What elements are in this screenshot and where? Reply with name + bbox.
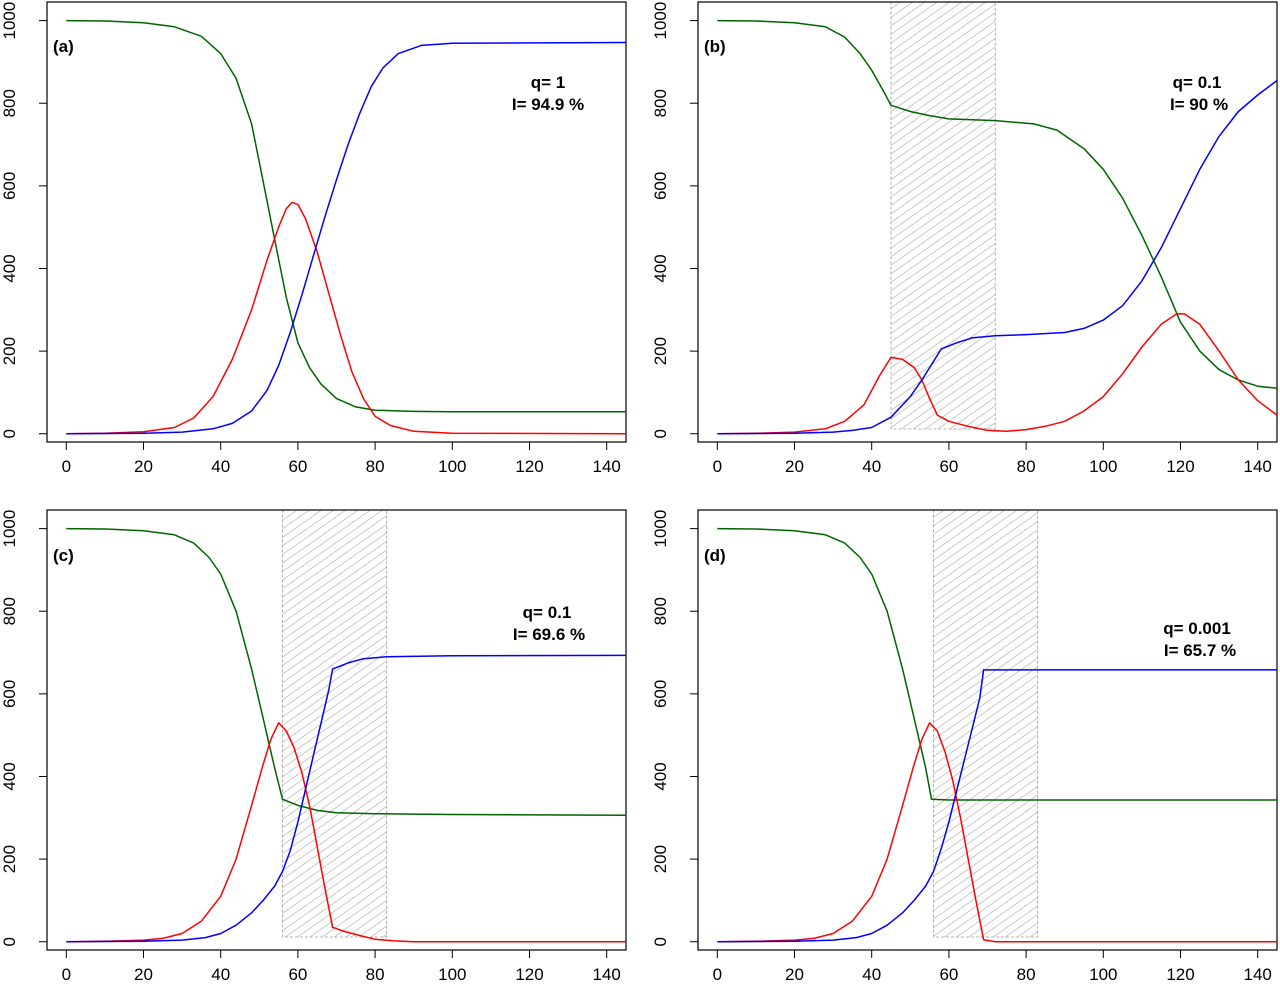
y-tick-label: 200 xyxy=(651,845,670,873)
x-tick-label: 60 xyxy=(939,965,958,984)
plot-frame xyxy=(697,1,1278,443)
y-tick-label: 800 xyxy=(0,597,19,625)
x-tick-label: 60 xyxy=(939,457,958,476)
x-tick-label: 0 xyxy=(713,965,722,984)
x-tick-label: 140 xyxy=(593,457,621,476)
x-tick-label: 20 xyxy=(134,457,153,476)
x-tick-label: 80 xyxy=(366,965,385,984)
y-tick-label: 400 xyxy=(0,762,19,790)
series-line-I xyxy=(66,722,626,943)
series-line-I xyxy=(66,201,627,435)
x-tick-label: 80 xyxy=(366,457,385,476)
series-line-S xyxy=(66,527,627,817)
x-tick-label: 80 xyxy=(1017,965,1036,984)
y-tick-label: 1000 xyxy=(651,510,670,548)
panel-a: (a) q= 1 I= 94.9 % 0 20 40 60 80 100 120 140 0 20… xyxy=(0,1,627,476)
panel-label: (c) xyxy=(53,546,74,565)
q-annotation: q= 0.001 xyxy=(1163,619,1231,638)
y-tick-label: 1000 xyxy=(0,2,19,40)
x-tick-label: 100 xyxy=(1089,457,1117,476)
series-line-R xyxy=(66,41,627,435)
q-annotation: q= 0.1 xyxy=(523,603,572,622)
y-tick-label: 1000 xyxy=(0,510,19,548)
x-tick-label: 40 xyxy=(862,457,881,476)
x-tick-label: 40 xyxy=(211,965,230,984)
x-tick-label: 40 xyxy=(862,965,881,984)
q-annotation: q= 1 xyxy=(531,73,566,92)
x-tick-label: 60 xyxy=(288,457,307,476)
x-tick-label: 140 xyxy=(593,965,621,984)
y-tick-label: 0 xyxy=(0,937,19,946)
x-tick-label: 120 xyxy=(515,965,543,984)
series-line-R xyxy=(717,79,1278,435)
y-tick-label: 400 xyxy=(651,762,670,790)
infection-annotation: I= 94.9 % xyxy=(512,95,584,114)
y-tick-label: 1000 xyxy=(651,2,670,40)
x-tick-label: 120 xyxy=(1166,965,1194,984)
shaded-interval xyxy=(890,1,996,430)
panel-b: (b) q= 0.1 I= 90 % 0 20 40 60 80 100 120 140 0 20… xyxy=(651,1,1278,476)
y-tick-label: 600 xyxy=(0,172,19,200)
x-tick-label: 0 xyxy=(62,457,71,476)
x-tick-label: 120 xyxy=(1166,457,1194,476)
y-tick-label: 600 xyxy=(651,680,670,708)
panel-label: (d) xyxy=(704,546,726,565)
x-tick-label: 100 xyxy=(1089,965,1117,984)
x-tick-label: 0 xyxy=(713,457,722,476)
y-tick-label: 800 xyxy=(651,89,670,117)
x-tick-label: 100 xyxy=(438,965,466,984)
x-tick-label: 40 xyxy=(211,457,230,476)
series-line-R xyxy=(66,654,627,943)
series-line-I xyxy=(717,722,1277,943)
series-line-R xyxy=(717,669,1277,943)
y-tick-label: 800 xyxy=(0,89,19,117)
y-tick-label: 400 xyxy=(651,254,670,282)
x-tick-label: 120 xyxy=(515,457,543,476)
y-tick-label: 200 xyxy=(0,337,19,365)
y-tick-label: 0 xyxy=(0,429,19,438)
panel-d: (d) q= 0.001 I= 65.7 % 0 20 40 60 80 100 120 14… xyxy=(651,509,1278,984)
plot-frame xyxy=(697,509,1278,951)
x-tick-label: 80 xyxy=(1017,457,1036,476)
infection-annotation: I= 90 % xyxy=(1170,95,1228,114)
x-tick-label: 20 xyxy=(785,457,804,476)
panel-label: (b) xyxy=(704,37,726,56)
x-tick-label: 20 xyxy=(785,965,804,984)
y-tick-label: 200 xyxy=(0,845,19,873)
y-tick-label: 0 xyxy=(651,937,670,946)
y-tick-label: 800 xyxy=(651,597,670,625)
shaded-interval xyxy=(933,509,1039,938)
y-tick-label: 0 xyxy=(651,429,670,438)
panel-label: (a) xyxy=(53,37,74,56)
y-tick-label: 600 xyxy=(651,172,670,200)
x-tick-label: 60 xyxy=(288,965,307,984)
series-line-S xyxy=(66,19,626,413)
panel-c: (c) q= 0.1 I= 69.6 % 0 20 40 60 80 100 120 140 0… xyxy=(0,509,627,984)
x-tick-label: 140 xyxy=(1244,457,1272,476)
y-tick-label: 400 xyxy=(0,254,19,282)
shaded-interval xyxy=(282,509,388,938)
x-tick-label: 140 xyxy=(1244,965,1272,984)
q-annotation: q= 0.1 xyxy=(1173,73,1222,92)
plot-frame xyxy=(46,1,627,443)
y-tick-label: 200 xyxy=(651,337,670,365)
plot-frame xyxy=(46,509,627,951)
x-tick-label: 100 xyxy=(438,457,466,476)
x-tick-label: 0 xyxy=(62,965,71,984)
x-tick-label: 20 xyxy=(134,965,153,984)
series-line-I xyxy=(717,313,1278,435)
series-line-S xyxy=(717,19,1278,390)
y-tick-label: 600 xyxy=(0,680,19,708)
series-line-S xyxy=(717,527,1277,801)
infection-annotation: I= 65.7 % xyxy=(1164,641,1236,660)
infection-annotation: I= 69.6 % xyxy=(513,625,585,644)
